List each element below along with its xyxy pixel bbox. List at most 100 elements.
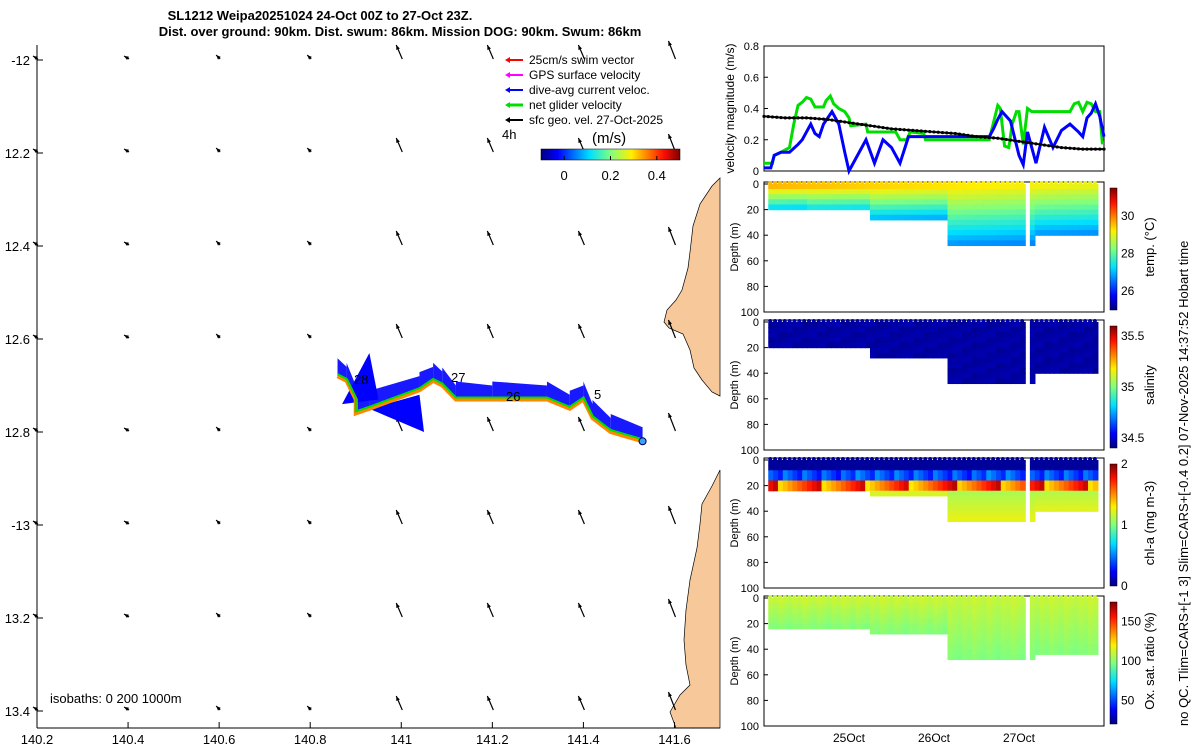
surface-dot bbox=[855, 457, 860, 461]
profile-cell bbox=[947, 603, 954, 609]
profile-cell bbox=[1092, 475, 1099, 482]
profile-cell bbox=[957, 470, 963, 476]
surface-dot bbox=[899, 457, 904, 461]
profile-cell bbox=[884, 189, 891, 195]
depth-tick-label: 60 bbox=[747, 670, 759, 682]
profile-cell bbox=[932, 199, 939, 206]
profile-cell bbox=[860, 194, 866, 200]
profile-cell bbox=[1083, 465, 1089, 471]
profile-cell bbox=[991, 628, 997, 635]
profile-cell bbox=[1058, 204, 1065, 211]
surface-dot bbox=[1020, 319, 1025, 323]
profile-cell bbox=[850, 460, 857, 466]
profile-cell bbox=[966, 485, 973, 492]
profile-cell bbox=[826, 189, 832, 195]
profile-cell bbox=[918, 628, 925, 635]
surface-dot bbox=[908, 595, 913, 599]
surface-dot bbox=[1083, 595, 1088, 599]
profile-cell bbox=[1092, 357, 1099, 364]
surface-dot bbox=[1015, 457, 1020, 461]
profile-cell bbox=[821, 199, 828, 206]
profile-cell bbox=[845, 613, 852, 620]
profile-cell bbox=[797, 194, 803, 200]
velocity-y-tick-label: 0.4 bbox=[744, 104, 759, 116]
profile-cell bbox=[1088, 475, 1094, 482]
profile-cell bbox=[840, 623, 847, 630]
profile-cell bbox=[1078, 470, 1084, 476]
profile-cell bbox=[768, 322, 774, 328]
profile-cell bbox=[879, 490, 886, 497]
surface-dot bbox=[928, 319, 933, 323]
profile-cell bbox=[787, 327, 794, 333]
profile-cell bbox=[1078, 337, 1084, 344]
profile-cell bbox=[1063, 470, 1070, 476]
profile-cell bbox=[1054, 465, 1060, 471]
profile-cell bbox=[1010, 224, 1017, 231]
profile-cell bbox=[918, 194, 925, 200]
profile-cell bbox=[777, 342, 784, 349]
profile-cell bbox=[894, 608, 900, 614]
profile-cell bbox=[1049, 623, 1055, 630]
profile-cell bbox=[1010, 199, 1017, 206]
geo-velocity-arrow bbox=[123, 334, 130, 340]
profile-cell bbox=[971, 623, 978, 630]
profile-cell bbox=[1054, 214, 1060, 221]
profile-cell bbox=[894, 618, 900, 625]
track-map: 140.2 140.4 140.6 140.8 141 141.2 141.4 141.6-1… bbox=[5, 40, 721, 747]
velocity-point bbox=[783, 116, 787, 120]
profile-cell bbox=[782, 603, 789, 609]
profile-cell bbox=[826, 337, 832, 344]
profile-cell bbox=[1000, 368, 1007, 374]
profile-cell bbox=[1083, 500, 1089, 507]
profile-cell bbox=[952, 633, 958, 640]
profile-cell bbox=[1034, 649, 1041, 655]
profile-cell bbox=[831, 618, 837, 625]
profile-cell bbox=[903, 460, 910, 466]
profile-cell bbox=[1000, 628, 1007, 635]
profile-cell bbox=[991, 332, 997, 338]
profile-cell bbox=[995, 608, 1002, 614]
profile-cell bbox=[1092, 347, 1099, 354]
profile-cell bbox=[976, 189, 983, 195]
profile-cell bbox=[836, 199, 842, 206]
profile-cell bbox=[860, 618, 866, 625]
profile-cell bbox=[1020, 480, 1026, 487]
profile-cell bbox=[816, 189, 823, 195]
profile-cell bbox=[1010, 465, 1017, 471]
profile-cell bbox=[928, 628, 934, 635]
surface-dot bbox=[903, 595, 908, 599]
profile-cell bbox=[826, 460, 832, 466]
profile-cell bbox=[782, 613, 789, 620]
profile-cell bbox=[1020, 654, 1026, 661]
profile-cell bbox=[1015, 337, 1021, 344]
profile-cell bbox=[937, 618, 944, 625]
profile-cell bbox=[1029, 654, 1036, 661]
profile-cell bbox=[966, 373, 973, 379]
profile-cell bbox=[1034, 347, 1041, 354]
profile-cell bbox=[957, 644, 963, 650]
profile-cell bbox=[1044, 460, 1051, 466]
profile-cell bbox=[937, 470, 944, 476]
profile-cell bbox=[894, 332, 900, 338]
profile-cell bbox=[913, 347, 920, 354]
profile-cell bbox=[991, 603, 997, 609]
surface-dot bbox=[995, 181, 1000, 185]
profile-cell bbox=[826, 465, 832, 471]
profile-cell bbox=[986, 235, 992, 241]
profile-cell bbox=[962, 184, 968, 190]
profile-cell bbox=[1029, 327, 1036, 333]
profile-cell bbox=[787, 194, 794, 200]
profile-cell bbox=[865, 475, 871, 482]
profile-cell bbox=[1092, 209, 1099, 216]
profile-cell bbox=[962, 209, 968, 216]
profile-cell bbox=[908, 184, 915, 190]
profile-cell bbox=[928, 332, 934, 338]
profile-cell bbox=[826, 598, 832, 604]
profile-cell bbox=[836, 204, 842, 211]
surface-dot bbox=[1073, 595, 1078, 599]
profile-cell bbox=[792, 475, 799, 482]
velocity-point bbox=[928, 130, 932, 134]
profile-cell bbox=[1020, 608, 1026, 614]
profile-cell bbox=[928, 194, 934, 200]
profile-cell bbox=[986, 490, 992, 497]
